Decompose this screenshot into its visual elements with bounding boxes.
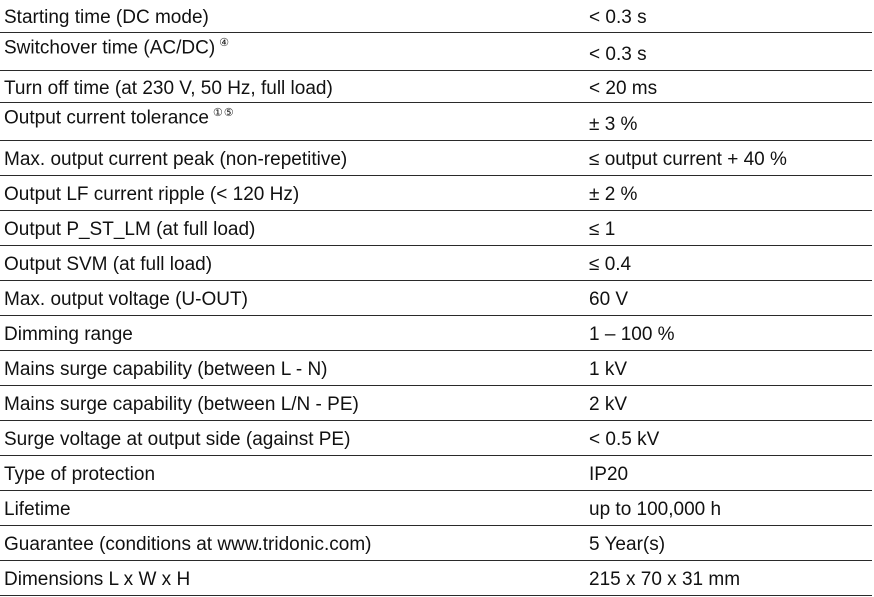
table-row: Starting time (DC mode) < 0.3 s	[0, 0, 872, 33]
row-label: Max. output voltage (U-OUT)	[4, 289, 248, 310]
row-value: 215 x 70 x 31 mm	[589, 569, 741, 590]
row-value: 5 Year(s)	[589, 534, 666, 555]
table-row: Mains surge capability (between L - N) 1…	[0, 351, 872, 386]
row-label: Guarantee (conditions at www.tridonic.co…	[4, 534, 372, 555]
footnote-marker: ①⑤	[212, 107, 235, 119]
row-label: Output SVM (at full load)	[4, 254, 213, 275]
row-label: Mains surge capability (between L - N)	[4, 359, 328, 380]
row-label: Mains surge capability (between L/N - PE…	[4, 394, 359, 415]
row-value: ≤ 1	[589, 219, 616, 240]
row-value: ± 2 %	[589, 184, 638, 205]
row-value: 60 V	[589, 289, 629, 310]
row-label: Type of protection	[4, 464, 156, 485]
row-label: Surge voltage at output side (against PE…	[4, 429, 351, 450]
row-value: ± 3 %	[589, 114, 638, 135]
row-label: Dimming range	[4, 324, 133, 345]
table-row: Type of protection IP20	[0, 456, 872, 491]
table-row: Turn off time (at 230 V, 50 Hz, full loa…	[0, 71, 872, 103]
table-row: Switchover time (AC/DC) ④ < 0.3 s	[0, 33, 872, 71]
row-label: Switchover time (AC/DC)	[4, 37, 216, 59]
table-row: Lifetime up to 100,000 h	[0, 491, 872, 526]
row-label: Output LF current ripple (< 120 Hz)	[4, 184, 300, 205]
row-value: ≤ output current + 40 %	[589, 149, 787, 170]
row-label: Max. output current peak (non-repetitive…	[4, 149, 348, 170]
table-row: Max. output current peak (non-repetitive…	[0, 141, 872, 176]
row-label: Output P_ST_LM (at full load)	[4, 219, 256, 240]
row-value: < 0.3 s	[589, 44, 647, 65]
row-value: 1 – 100 %	[589, 324, 675, 345]
row-label: Starting time (DC mode)	[4, 7, 209, 28]
row-value: up to 100,000 h	[589, 499, 722, 520]
table-row: Dimensions L x W x H 215 x 70 x 31 mm	[0, 561, 872, 596]
table-row: Max. output voltage (U-OUT) 60 V	[0, 281, 872, 316]
table-row: Output LF current ripple (< 120 Hz) ± 2 …	[0, 176, 872, 211]
row-value: 2 kV	[589, 394, 628, 415]
row-value: < 0.3 s	[589, 7, 647, 28]
row-value: ≤ 0.4	[589, 254, 632, 275]
row-value: 1 kV	[589, 359, 628, 380]
row-label: Dimensions L x W x H	[4, 569, 191, 590]
table-row: Output P_ST_LM (at full load) ≤ 1	[0, 211, 872, 246]
row-value: < 0.5 kV	[589, 429, 660, 450]
row-value: IP20	[589, 464, 629, 485]
row-label: Output current tolerance	[4, 107, 209, 129]
row-value: < 20 ms	[589, 78, 658, 99]
row-label: Lifetime	[4, 499, 71, 520]
table-row: Surge voltage at output side (against PE…	[0, 421, 872, 456]
table-row: Mains surge capability (between L/N - PE…	[0, 386, 872, 421]
table-row: Output SVM (at full load) ≤ 0.4	[0, 246, 872, 281]
row-label: Turn off time (at 230 V, 50 Hz, full loa…	[4, 78, 333, 99]
table-row: Guarantee (conditions at www.tridonic.co…	[0, 526, 872, 561]
footnote-marker: ④	[219, 37, 231, 49]
table-row: Output current tolerance ①⑤ ± 3 %	[0, 103, 872, 141]
table-row: Dimming range 1 – 100 %	[0, 316, 872, 351]
